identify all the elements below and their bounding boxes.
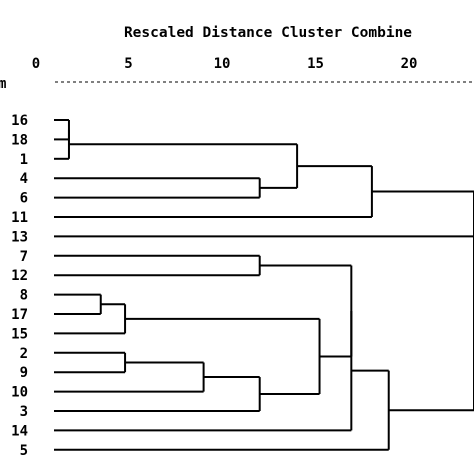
axis-label-fragment: m [0, 76, 6, 92]
leaf-label-3: 3 [20, 404, 28, 420]
leaf-label-2: 2 [20, 346, 28, 362]
leaf-label-4: 4 [20, 171, 28, 187]
tick-labels: 0 5 10 15 20 [32, 56, 418, 72]
leaf-label-17: 17 [11, 307, 28, 323]
dendrogram-links [54, 119, 474, 451]
chart-title: Rescaled Distance Cluster Combine [124, 25, 412, 41]
leaf-label-9: 9 [20, 365, 28, 381]
leaf-label-15: 15 [11, 326, 28, 342]
leaf-label-1: 1 [20, 152, 28, 168]
leaf-label-8: 8 [20, 288, 28, 304]
leaf-label-13: 13 [11, 229, 28, 245]
leaf-label-7: 7 [20, 249, 28, 265]
leaf-label-5: 5 [20, 443, 28, 459]
leaf-label-14: 14 [11, 423, 28, 439]
leaf-label-11: 11 [11, 210, 28, 226]
leaf-label-10: 10 [11, 385, 28, 401]
leaf-label-18: 18 [11, 132, 28, 148]
leaf-label-16: 16 [11, 113, 28, 129]
tick-label-10: 10 [214, 56, 231, 72]
tick-label-5: 5 [124, 56, 132, 72]
tick-label-15: 15 [307, 56, 324, 72]
leaf-label-12: 12 [11, 268, 28, 284]
leaf-label-6: 6 [20, 191, 28, 207]
tick-label-0: 0 [32, 56, 40, 72]
tick-label-20: 20 [401, 56, 418, 72]
